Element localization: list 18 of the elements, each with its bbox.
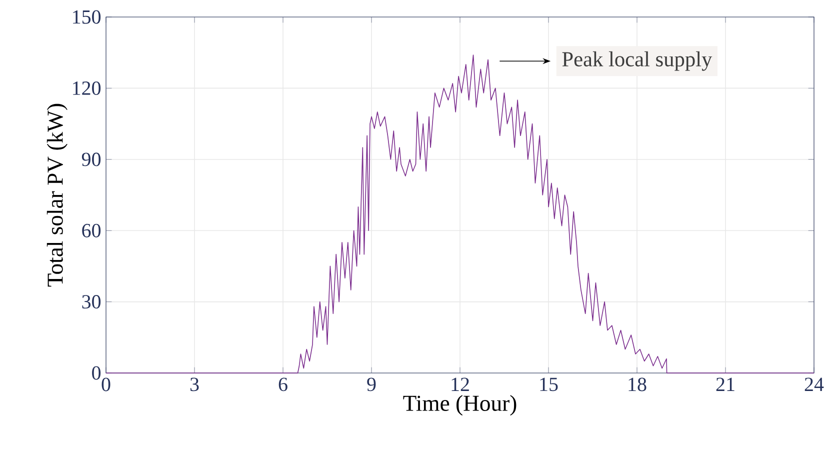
annotation: Peak local supply bbox=[562, 52, 712, 72]
y-tick-label: 60 bbox=[82, 224, 101, 238]
x-tick-label: 18 bbox=[628, 378, 646, 392]
y-axis-title: Total solar PV (kW) bbox=[46, 104, 68, 287]
x-tick-label: 24 bbox=[804, 378, 824, 392]
x-tick-label: 9 bbox=[367, 378, 376, 392]
y-tick-label: 0 bbox=[92, 366, 101, 380]
y-tick-label: 120 bbox=[73, 82, 101, 96]
x-tick-label: 15 bbox=[540, 378, 558, 392]
x-tick-label: 0 bbox=[102, 378, 110, 392]
y-tick-label: 90 bbox=[82, 152, 101, 166]
x-tick-label: 3 bbox=[190, 378, 199, 392]
y-tick-label: 30 bbox=[82, 295, 101, 309]
y-tick-label: 150 bbox=[73, 10, 101, 24]
x-tick-label: 21 bbox=[716, 378, 734, 392]
x-axis-title: Time (Hour) bbox=[403, 395, 516, 416]
x-tick-label: 12 bbox=[452, 378, 469, 392]
x-tick-label: 6 bbox=[278, 378, 288, 392]
